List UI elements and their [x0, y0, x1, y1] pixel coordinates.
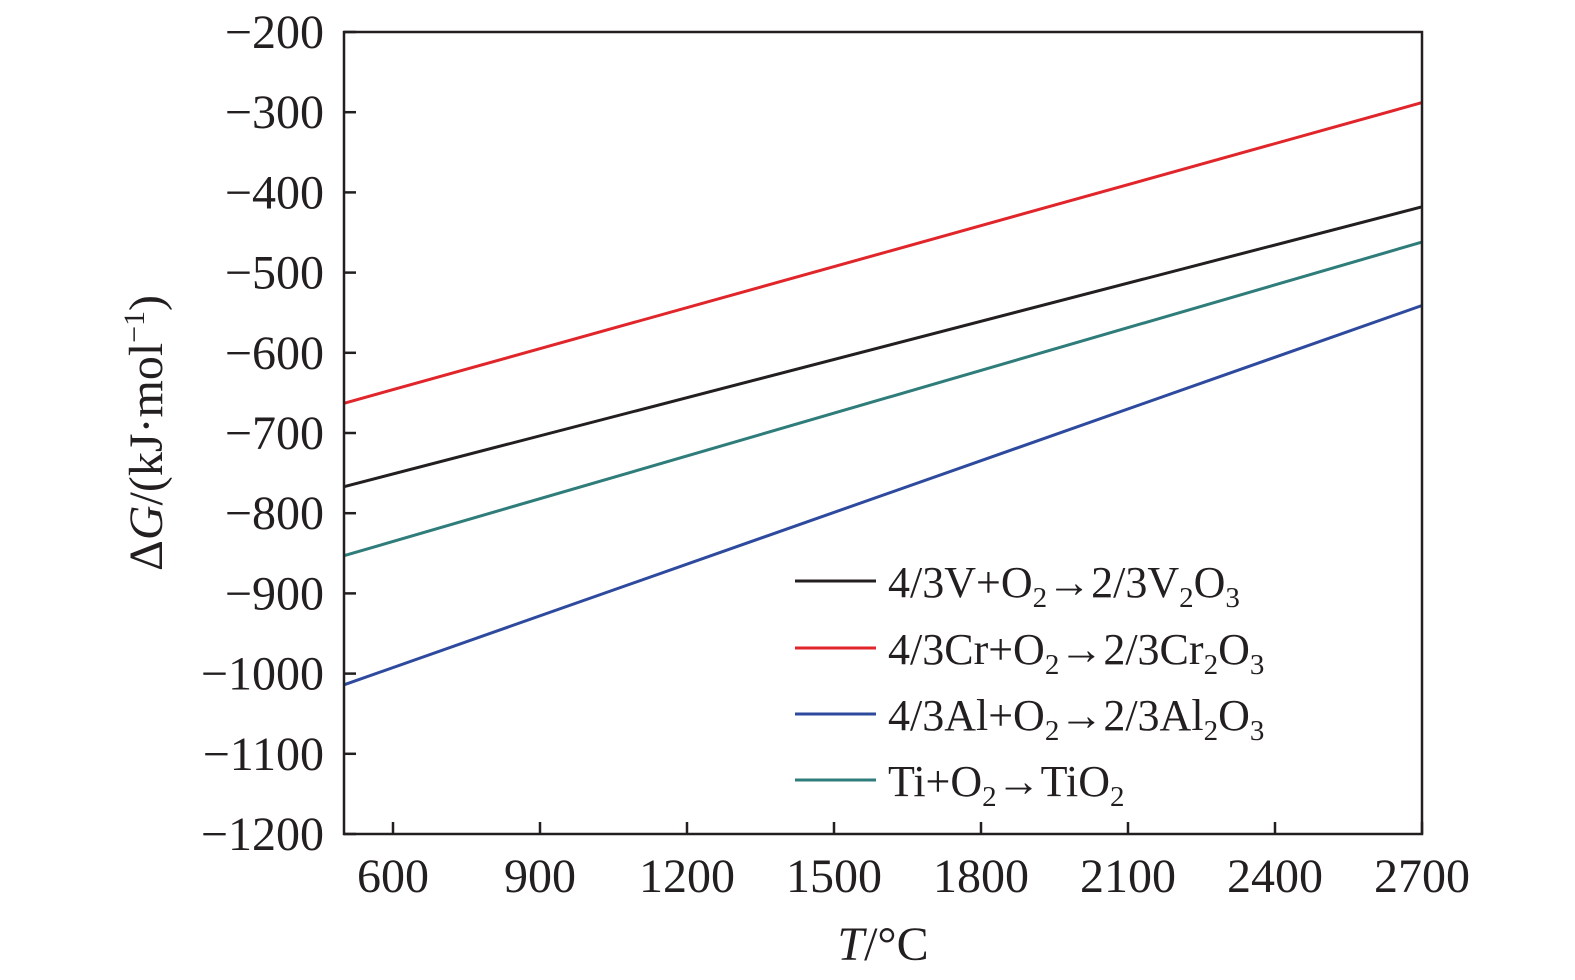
y-tick-label: −700 [225, 407, 324, 460]
legend-label-4: Ti+O2→TiO2 [888, 757, 1125, 813]
y-tick-label: −400 [225, 166, 324, 219]
legend: 4/3V+O2→2/3V2O34/3Cr+O2→2/3Cr2O34/3Al+O2… [795, 558, 1264, 813]
x-axis-title: T/°C [837, 918, 928, 971]
text-part: G [120, 506, 173, 541]
legend-label-3: 4/3Al+O2→2/3Al2O3 [888, 691, 1264, 747]
text-part: −1 [118, 311, 151, 343]
text-part: Ti+O [888, 757, 982, 806]
series-line-4 [343, 240, 1423, 558]
x-tick-label: 2400 [1227, 850, 1323, 903]
text-part: /(kJ·mol [120, 343, 173, 506]
x-tick-label: 900 [504, 850, 576, 903]
legend-label-1: 4/3V+O2→2/3V2O3 [888, 558, 1240, 614]
text-part: O [1194, 558, 1226, 607]
series-lines [343, 101, 1423, 687]
text-part: 2 [1179, 582, 1194, 614]
y-tick-label: −200 [225, 6, 324, 59]
x-tick-label: 2700 [1374, 850, 1470, 903]
text-part: Δ [120, 540, 173, 571]
y-axis-title: ΔG/(kJ·mol−1) [118, 295, 173, 571]
text-part: 2 [1204, 715, 1219, 747]
y-tick-label: −1100 [203, 728, 324, 781]
text-part: /°C [864, 918, 929, 971]
y-tick-label: −800 [225, 487, 324, 540]
text-part: 4/3Cr+O [888, 625, 1045, 674]
text-part: 4/3V+O [888, 558, 1033, 607]
text-part: →TiO [997, 757, 1110, 806]
text-part: ) [120, 295, 173, 311]
y-tick-label: −300 [225, 86, 324, 139]
x-tick-labels: 600 900 1200 1500 1800 2100 2400 2700 [357, 850, 1470, 903]
text-part: 2 [1204, 649, 1219, 681]
y-tick-label: −900 [225, 567, 324, 620]
x-tick-label: 600 [357, 850, 429, 903]
series-line-1 [343, 205, 1423, 489]
y-tick-label: −500 [225, 247, 324, 300]
text-part: 2 [1045, 715, 1060, 747]
text-part: 2 [1033, 582, 1048, 614]
text-part: T [837, 918, 867, 971]
axis-ticks [344, 30, 1424, 836]
x-tick-label: 1500 [786, 850, 882, 903]
text-part: 3 [1250, 715, 1265, 747]
y-tick-labels: −200 −300 −400 −500 −600 −700 −800 −900 −1000 −11… [201, 6, 324, 861]
text-part: →2/3Cr [1059, 625, 1204, 674]
y-tick-label: −600 [225, 327, 324, 380]
x-tick-label: 1200 [639, 850, 735, 903]
series-line-2 [343, 101, 1423, 405]
text-part: O [1218, 625, 1250, 674]
legend-label-2: 4/3Cr+O2→2/3Cr2O3 [888, 625, 1264, 681]
y-tick-label: −1200 [201, 808, 324, 861]
text-part: →2/3Al [1059, 691, 1203, 740]
text-part: 4/3Al+O [888, 691, 1045, 740]
text-part: 2 [982, 781, 997, 813]
text-part: 3 [1225, 582, 1240, 614]
text-part: 2 [1110, 781, 1125, 813]
text-part: 3 [1250, 649, 1265, 681]
x-tick-label: 2100 [1080, 850, 1176, 903]
y-tick-label: −1000 [201, 648, 324, 701]
text-part: →2/3V [1047, 558, 1179, 607]
text-part: O [1218, 691, 1250, 740]
x-tick-label: 1800 [933, 850, 1029, 903]
plot-frame [342, 30, 1424, 836]
text-part: 2 [1045, 649, 1060, 681]
series-line-3 [343, 304, 1423, 687]
